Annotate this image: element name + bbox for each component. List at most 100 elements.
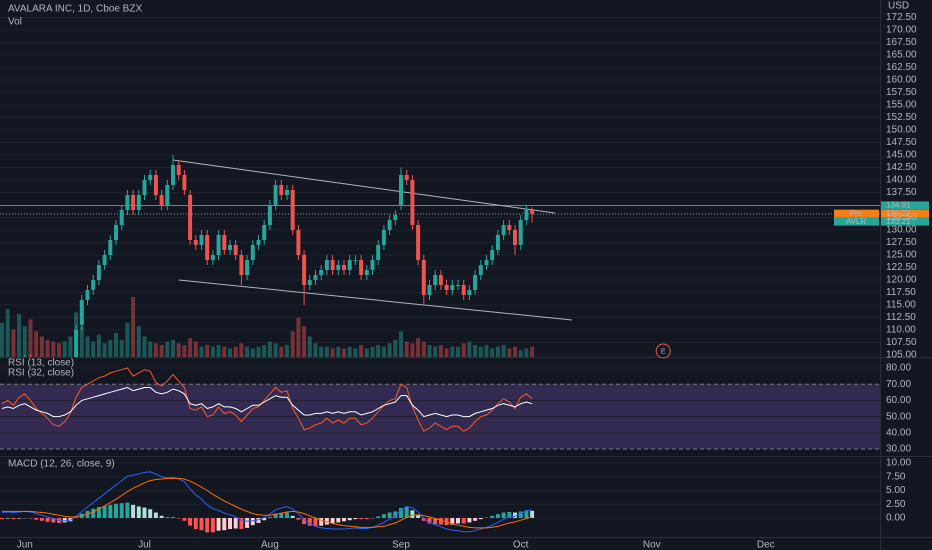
volume-bar bbox=[165, 341, 170, 357]
macd-histogram-bar bbox=[148, 509, 153, 519]
rsi-line bbox=[1, 367, 533, 432]
macd-histogram-bar bbox=[473, 518, 478, 521]
y-tick-label: 7.50 bbox=[886, 471, 906, 482]
event-marker bbox=[655, 343, 671, 359]
candle-body bbox=[302, 255, 307, 285]
y-tick-label: 145.00 bbox=[886, 150, 917, 161]
macd-histogram-bar bbox=[370, 518, 375, 519]
volume-bar bbox=[136, 326, 141, 357]
price-badge-name: AVLR bbox=[846, 217, 867, 226]
candle-body bbox=[148, 175, 153, 180]
candle-body bbox=[79, 300, 84, 325]
y-tick-label: 110.00 bbox=[886, 325, 916, 336]
candle-body bbox=[433, 275, 438, 285]
candle-body bbox=[347, 260, 352, 270]
y-tick-label: 170.00 bbox=[886, 25, 917, 36]
macd-histogram-bar bbox=[193, 518, 198, 530]
candle-body bbox=[153, 175, 158, 195]
volume-bar bbox=[22, 326, 27, 357]
volume-bar bbox=[467, 341, 472, 357]
macd-histogram-bar bbox=[478, 518, 483, 520]
macd-histogram-bar bbox=[381, 514, 386, 519]
event-marker-label: E bbox=[661, 348, 666, 355]
price-badge-bg bbox=[881, 209, 929, 218]
candle-body bbox=[74, 330, 79, 357]
volume-bar bbox=[159, 345, 164, 357]
y-tick-label: 5.00 bbox=[886, 485, 906, 496]
macd-pane bbox=[0, 471, 535, 533]
candle-body bbox=[96, 265, 101, 280]
candle-body bbox=[364, 270, 369, 275]
macd-histogram-bar bbox=[171, 516, 175, 519]
macd-histogram-bar bbox=[39, 518, 44, 521]
y-tick-label: 80.00 bbox=[886, 363, 911, 374]
volume-bar bbox=[387, 343, 392, 357]
currency-label: USD bbox=[888, 1, 909, 12]
macd-histogram-bar bbox=[427, 518, 432, 524]
volume-bar bbox=[342, 348, 346, 357]
candle-body bbox=[245, 260, 250, 275]
volume-bar bbox=[262, 345, 267, 357]
macd-histogram-bar bbox=[393, 511, 398, 519]
macd-histogram-bar bbox=[461, 518, 466, 524]
candle-body bbox=[108, 240, 113, 255]
x-tick-label: Dec bbox=[757, 540, 775, 550]
volume-bar bbox=[484, 345, 489, 357]
candle-body bbox=[336, 265, 341, 270]
macd-histogram-bar bbox=[262, 518, 267, 521]
macd-histogram-bar bbox=[11, 518, 16, 520]
macd-histogram-bar bbox=[0, 518, 4, 520]
candle-body bbox=[193, 240, 198, 245]
volume-bar bbox=[267, 341, 272, 357]
candle-body bbox=[370, 260, 375, 270]
candle-body bbox=[165, 185, 170, 205]
candle-body bbox=[456, 285, 460, 286]
y-tick-label: 147.50 bbox=[886, 137, 917, 148]
volume-bar bbox=[57, 343, 61, 357]
candle-body bbox=[119, 210, 124, 225]
macd-histogram-bar bbox=[256, 518, 261, 523]
volume-bar bbox=[182, 345, 187, 357]
volume-bar bbox=[381, 346, 386, 357]
volume-bar bbox=[450, 346, 455, 357]
macd-histogram-bar bbox=[182, 518, 187, 521]
y-tick-label: 117.50 bbox=[886, 287, 916, 298]
volume-bar bbox=[473, 345, 478, 357]
macd-histogram-bar bbox=[45, 518, 50, 522]
candle-body bbox=[307, 280, 312, 285]
macd-histogram-bar bbox=[102, 505, 107, 519]
macd-histogram-bar bbox=[387, 512, 392, 519]
macd-histogram-bar bbox=[233, 518, 238, 529]
macd-histogram-bar bbox=[267, 516, 272, 519]
macd-histogram-bar bbox=[410, 510, 415, 519]
volume-bar bbox=[176, 343, 181, 357]
price-badge-value: 134.91 bbox=[886, 201, 911, 210]
volume-bar bbox=[495, 346, 500, 357]
volume-bar bbox=[5, 309, 10, 357]
volume-bar bbox=[17, 314, 22, 357]
volume-bar bbox=[364, 348, 369, 357]
volume-label: Vol bbox=[8, 17, 22, 28]
volume-bar bbox=[119, 339, 124, 357]
legend-label: RSI (13, close) bbox=[8, 358, 74, 369]
macd-histogram-bar bbox=[114, 503, 118, 519]
macd-histogram-bar bbox=[347, 518, 352, 521]
macd-histogram-bar bbox=[216, 518, 221, 531]
volume-bar bbox=[85, 336, 90, 357]
macd-histogram-bar bbox=[353, 518, 358, 520]
candle-body bbox=[216, 235, 221, 255]
macd-histogram-bar bbox=[319, 518, 324, 526]
macd-histogram-bar bbox=[495, 514, 500, 519]
volume-bar bbox=[404, 341, 409, 357]
y-tick-label: 120.00 bbox=[886, 275, 917, 286]
candle-body bbox=[285, 190, 289, 195]
macd-histogram-bar bbox=[119, 503, 124, 519]
volume-bar bbox=[416, 338, 421, 357]
candle-body bbox=[381, 230, 386, 245]
macd-histogram-bar bbox=[456, 518, 460, 524]
macd-histogram-bar bbox=[62, 518, 67, 523]
volume-bar bbox=[28, 319, 33, 357]
volume-bar bbox=[347, 346, 352, 357]
candle-body bbox=[222, 235, 227, 250]
candle-body bbox=[410, 180, 415, 225]
